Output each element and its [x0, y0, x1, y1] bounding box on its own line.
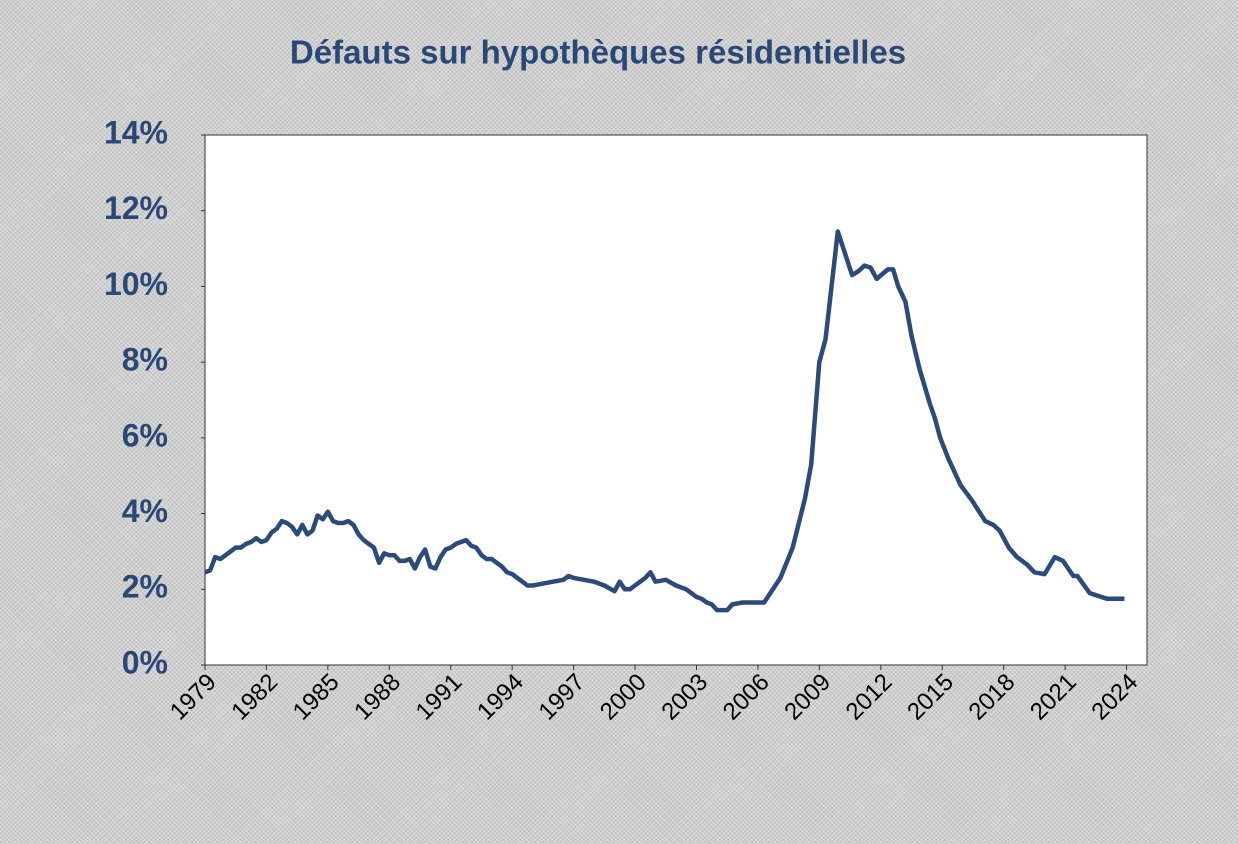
y-tick-label: 10%	[104, 266, 168, 302]
y-tick-label: 8%	[122, 342, 168, 378]
y-tick-label: 12%	[104, 190, 168, 226]
y-tick-label: 6%	[122, 417, 168, 453]
x-tick-label: 2018	[964, 669, 1021, 726]
x-tick-label: 1997	[533, 669, 590, 726]
x-tick-label: 1982	[226, 669, 283, 726]
line-series	[204, 229, 1125, 613]
y-tick-label: 14%	[104, 114, 168, 150]
y-tick-label: 0%	[122, 644, 168, 680]
x-tick-label: 2015	[902, 669, 959, 726]
x-tick-label: 2009	[779, 669, 836, 726]
chart-title: Défauts sur hypothèques résidentielles	[290, 34, 906, 71]
y-tick-label: 4%	[122, 493, 168, 529]
x-tick-label: 2021	[1025, 669, 1082, 726]
x-tick-label: 1985	[288, 669, 345, 726]
plot-area	[204, 134, 1148, 666]
x-tick-label: 1994	[472, 669, 529, 726]
x-tick-label: 1988	[349, 669, 406, 726]
x-tick-label: 2024	[1086, 669, 1143, 726]
x-tick-label: 2012	[841, 669, 898, 726]
y-tick-label: 2%	[122, 569, 168, 605]
x-tick-label: 2003	[656, 669, 713, 726]
x-tick-label: 2000	[595, 669, 652, 726]
x-tick-label: 1979	[165, 669, 222, 726]
x-tick-label: 1991	[411, 669, 468, 726]
x-tick-label: 2006	[718, 669, 775, 726]
